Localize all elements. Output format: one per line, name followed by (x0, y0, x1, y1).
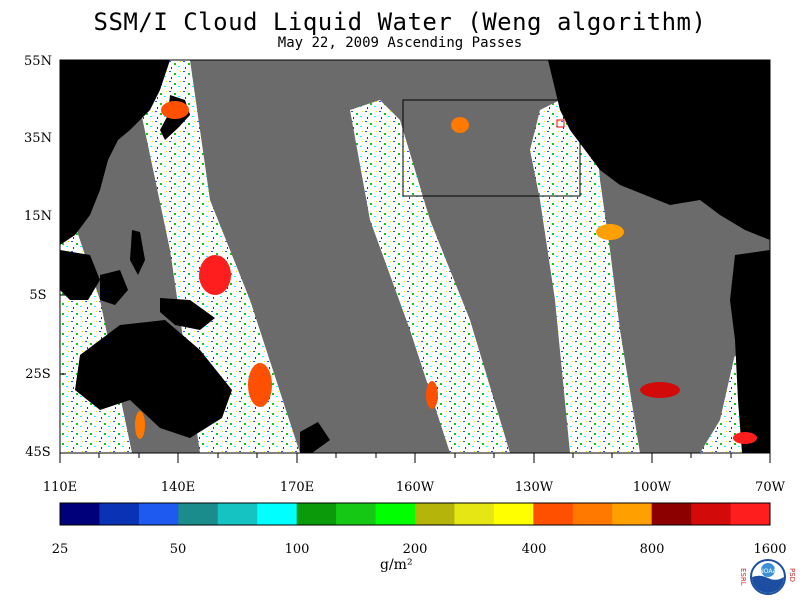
colorbar-tick-label: 1600 (753, 542, 786, 557)
colorbar-tick-label: 200 (403, 542, 428, 557)
colorbar-swatch (99, 503, 140, 525)
colorbar-swatch (296, 503, 337, 525)
lat-label: 55N (24, 54, 52, 69)
north-america-landmass (548, 60, 770, 240)
colorbar-swatch (612, 503, 653, 525)
colorbar-swatch (217, 503, 258, 525)
colorbar-swatch (651, 503, 692, 525)
colorbar-swatch (454, 503, 495, 525)
cloud-feature (733, 432, 757, 444)
south-america-landmass (730, 250, 770, 453)
swath-gap (190, 60, 400, 453)
colorbar-swatch (533, 503, 574, 525)
logo-right-letters: PSD (788, 568, 796, 582)
colorbar-tick-label: 400 (522, 542, 547, 557)
colorbar-swatch (572, 503, 613, 525)
colorbar-tick-label: 100 (285, 542, 310, 557)
colorbar-swatch (60, 503, 100, 525)
swath-gap (280, 60, 770, 453)
cloud-feature (596, 224, 624, 240)
colorbar-tick-label: 25 (52, 542, 69, 557)
high-cloud-features (135, 101, 757, 444)
colorbar-tick-label: 50 (170, 542, 187, 557)
lon-label: 140E (161, 480, 195, 495)
cloud-feature (248, 363, 272, 407)
lon-label: 100W (633, 480, 672, 495)
colorbar-swatch (257, 503, 298, 525)
region-highlight-box (402, 99, 581, 197)
asia-landmass (60, 60, 170, 245)
colorbar-swatch (493, 503, 534, 525)
borneo-landmass (100, 270, 128, 305)
map-title: SSM/I Cloud Liquid Water (Weng algorithm… (93, 8, 707, 36)
lat-label: 15N (24, 209, 52, 224)
colorbar-swatch (730, 503, 771, 525)
philippines-landmass (130, 230, 145, 275)
colorbar-swatch (691, 503, 732, 525)
new-zealand-landmass (300, 422, 330, 453)
land-masses (60, 60, 770, 453)
colorbar-swatch (415, 503, 455, 525)
lon-label: 170E (280, 480, 314, 495)
colorbar-swatches (60, 503, 771, 525)
colorbar-swatch (336, 503, 377, 525)
latitude-axis: 55N 35N 15N 5S 25S 45S (24, 54, 66, 460)
colorbar-swatch (375, 503, 416, 525)
logo-left-letters: ESRL (739, 568, 747, 586)
cloud-feature (161, 101, 189, 119)
lat-label: 25S (25, 367, 50, 382)
lon-label: 130W (515, 480, 554, 495)
colorbar-swatch (178, 503, 219, 525)
cloud-feature (135, 411, 145, 439)
australia-landmass (75, 320, 232, 438)
cloud-feature (451, 117, 469, 133)
colorbar-tick-label: 800 (640, 542, 665, 557)
cloud-feature (640, 382, 680, 398)
indochina-landmass (60, 250, 100, 300)
lat-label: 35N (24, 131, 52, 146)
colorbar-unit-label: g/m² (380, 557, 413, 573)
lon-label: 70W (755, 480, 786, 495)
lon-label: 160W (396, 480, 435, 495)
longitude-axis: 110E 140E 170E 160W 130W 100W 70W (43, 453, 786, 495)
noaa-esrl-logo: NOAA ESRL PSD (739, 559, 796, 595)
lat-label: 45S (25, 445, 50, 460)
swath-gap (665, 280, 745, 453)
small-red-marker (556, 119, 565, 128)
colorbar-frame (59, 502, 771, 526)
colorbar-swatch (138, 503, 179, 525)
map-subtitle: May 22, 2009 Ascending Passes (277, 35, 523, 51)
logo-center-text: NOAA (759, 568, 777, 575)
lon-label: 110E (43, 480, 77, 495)
cloud-feature (426, 381, 438, 409)
colorbar-ticks: 25 50 100 200 400 800 1600 (52, 542, 787, 557)
new-guinea-landmass (160, 298, 215, 330)
lat-label: 5S (29, 288, 46, 303)
cloud-feature (199, 255, 231, 295)
